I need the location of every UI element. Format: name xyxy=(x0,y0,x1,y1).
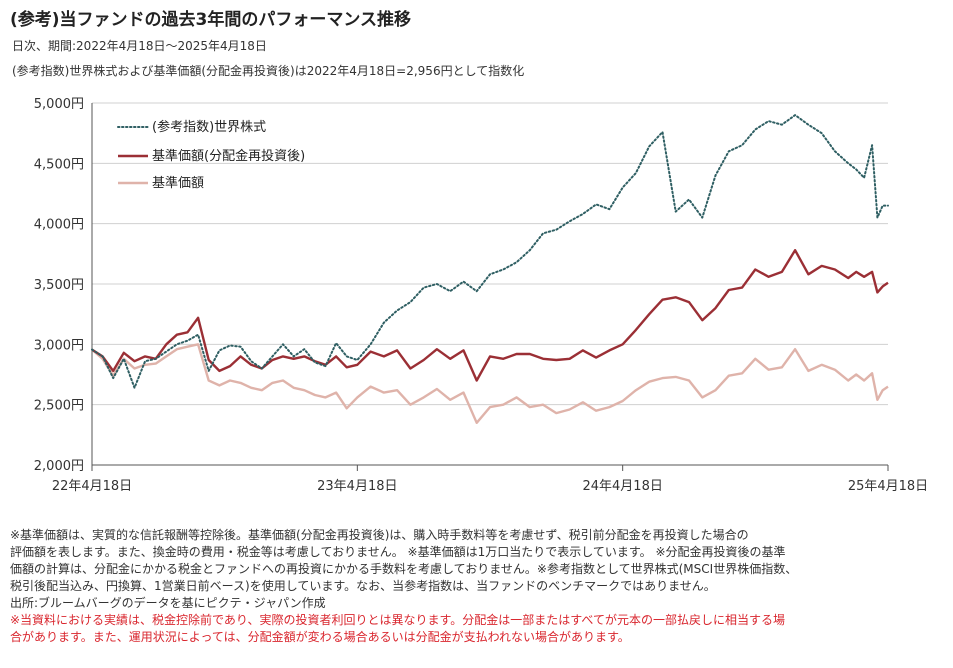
legend-label: 基準価額 xyxy=(152,175,204,191)
y-tick-label: 3,000円 xyxy=(34,338,84,353)
footnote-line: 評価額を表します。また、換金時の費用・税金等は考慮しておりません。 ※基準価額は… xyxy=(10,545,786,559)
x-tick-label: 23年4月18日 xyxy=(317,479,397,494)
footnote-line: ※基準価額は、実質的な信託報酬等控除後。基準価額(分配金再投資後)は、購入時手数… xyxy=(10,528,749,542)
series-line xyxy=(91,343,889,424)
performance-chart: 2,000円 2,500円 3,000円 3,500円 4,000円 4,500円 5,00… xyxy=(34,97,928,494)
legend-label: (参考指数)世界株式 xyxy=(152,119,266,135)
period-label: 日次、期間:2022年4月18日～2025年4月18日 xyxy=(12,39,267,53)
y-tick-label: 4,000円 xyxy=(34,218,84,233)
footnote-line: 価額の計算は、分配金にかかる税金とファンドへの再投資にかかる手数料を考慮しており… xyxy=(10,562,798,576)
y-tick-label: 4,500円 xyxy=(34,157,84,172)
x-tick-label: 22年4月18日 xyxy=(52,479,132,494)
x-tick-label: 25年4月18日 xyxy=(848,479,928,494)
legend-label: 基準価額(分配金再投資後) xyxy=(152,148,305,164)
footnote-line: 税引後配当込み、円換算、1営業日前ベース)を使用しています。なお、当参考指数は、… xyxy=(10,579,716,593)
y-tick-label: 3,500円 xyxy=(34,278,84,293)
series-line xyxy=(91,114,889,389)
y-tick-label: 5,000円 xyxy=(34,97,84,112)
source-note: 出所:ブルームバーグのデータを基にピクテ・ジャパン作成 xyxy=(10,596,326,610)
warning-note: ※当資料における実績は、税金控除前であり、実際の投資者利回りとは異なります。分配… xyxy=(10,613,785,627)
series-line xyxy=(91,249,889,382)
x-tick-label: 24年4月18日 xyxy=(582,479,662,494)
y-tick-label: 2,000円 xyxy=(34,459,84,474)
index-note: (参考指数)世界株式および基準価額(分配金再投資後)は2022年4月18日=2,… xyxy=(12,64,525,78)
warning-note: 合があります。また、運用状況によっては、分配金額が変わる場合あるいは分配金が支払… xyxy=(10,630,630,644)
y-tick-label: 2,500円 xyxy=(34,399,84,414)
page-title: (参考)当ファンドの過去3年間のパフォーマンス推移 xyxy=(10,10,412,30)
footnotes: ※基準価額は、実質的な信託報酬等控除後。基準価額(分配金再投資後)は、購入時手数… xyxy=(10,527,946,646)
